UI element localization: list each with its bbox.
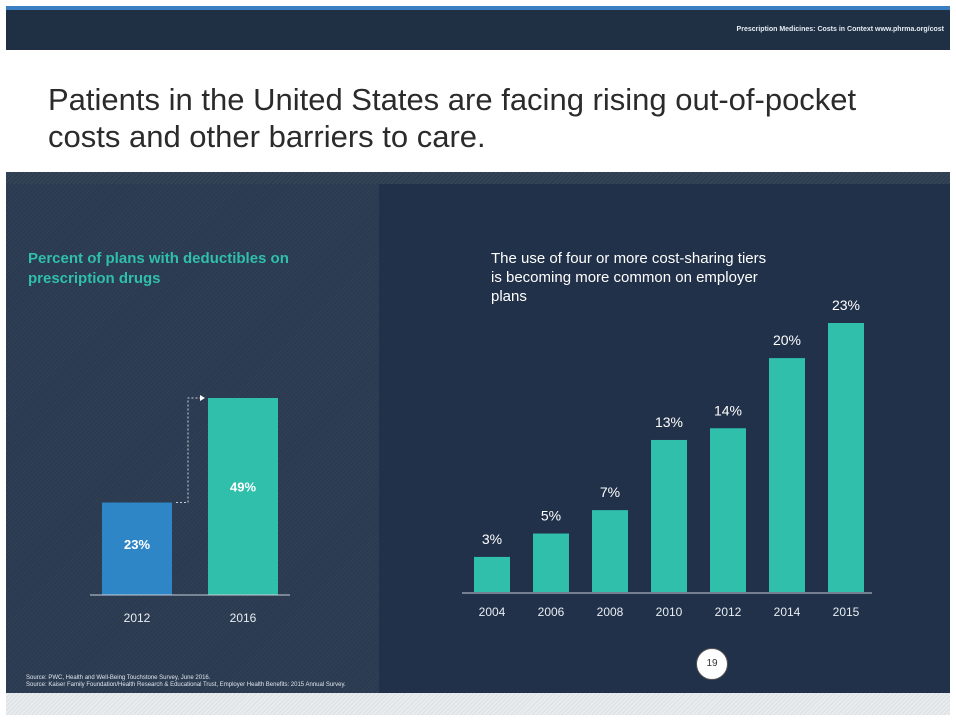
left-chart-panel	[6, 184, 379, 693]
right-bar-value-2010: 13%	[655, 414, 683, 430]
left-chart-title: Percent of plans with deductibles on pre…	[28, 250, 289, 287]
right-bar-value-2012: 14%	[714, 402, 742, 418]
right-xtick-2015: 2015	[833, 605, 860, 619]
right-xtick-2006: 2006	[538, 605, 565, 619]
right-xtick-2010: 2010	[656, 605, 683, 619]
page-number: 19	[696, 648, 728, 680]
right-bar-2010	[651, 439, 687, 592]
header-tag: Prescription Medicines: Costs in Context…	[736, 26, 944, 33]
page-footer	[6, 693, 950, 715]
hatch-divider	[6, 172, 950, 184]
right-bar-2004	[474, 556, 510, 592]
right-xtick-2008: 2008	[597, 605, 624, 619]
left-bar-2016	[208, 398, 278, 595]
left-xtick-2012: 2012	[124, 611, 151, 625]
right-xtick-2004: 2004	[479, 605, 506, 619]
right-bar-2006	[533, 533, 569, 592]
left-step-connector	[176, 397, 204, 504]
left-step-arrowhead	[200, 395, 205, 401]
right-bar-2014	[769, 358, 805, 592]
right-chart-title: The use of four or more cost-sharing tie…	[491, 250, 767, 305]
source-line-1: Source: PWC, Health and Well-Being Touch…	[26, 675, 211, 681]
slide-frame: Prescription Medicines: Costs in Context…	[6, 6, 950, 715]
left-xtick-2016: 2016	[230, 611, 257, 625]
slide-title: Patients in the United States are facing…	[48, 82, 857, 154]
left-bar-2012	[102, 502, 172, 595]
right-bar-2008	[592, 510, 628, 592]
right-xtick-2012: 2012	[715, 605, 742, 619]
right-bar-value-2015: 23%	[832, 297, 860, 313]
left-bar-value-2016: 49%	[230, 480, 256, 495]
right-bar-2015	[828, 323, 864, 592]
sources: Source: PWC, Health and Well-Being Touch…	[26, 675, 346, 689]
right-bar-value-2006: 5%	[541, 508, 561, 524]
left-bar-value-2012: 23%	[124, 537, 150, 552]
source-line-2: Source: Kaiser Family Foundation/Health …	[26, 682, 346, 688]
right-xtick-2014: 2014	[774, 605, 801, 619]
right-bar-value-2014: 20%	[773, 332, 801, 348]
right-bar-value-2004: 3%	[482, 531, 502, 547]
header-accent-line	[6, 6, 950, 10]
right-bar-2012	[710, 428, 746, 592]
right-bar-value-2008: 7%	[600, 484, 620, 500]
header-bar: Prescription Medicines: Costs in Context…	[6, 6, 950, 50]
